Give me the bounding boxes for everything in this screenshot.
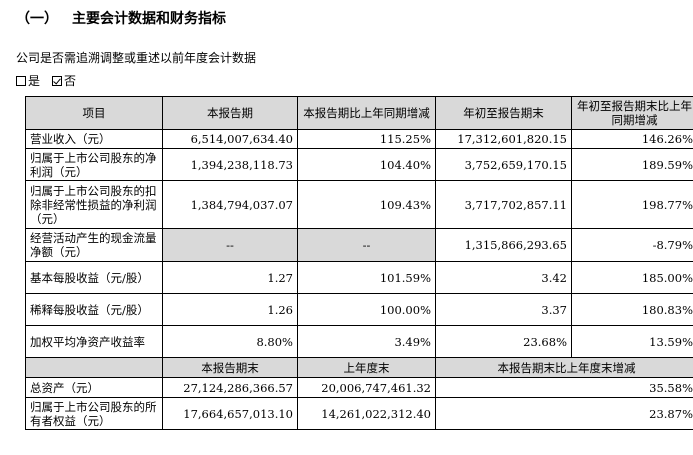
row-ytd-change: 146.26% [571,129,693,149]
row-ytd: 17,312,601,820.15 [435,129,572,149]
table-row: 总资产（元） 27,124,286,366.57 20,006,747,461.… [25,377,693,398]
row-current: 1.27 [162,261,298,294]
section-number: （一） [16,11,58,27]
row-current-change: -- [297,228,436,262]
unchecked-box-icon[interactable] [16,75,26,86]
row-item: 营业收入（元） [25,129,163,149]
header-ytd: 年初至报告期末 [435,96,572,130]
table-row: 基本每股收益（元/股） 1.27 101.59% 3.42 185.00% [25,261,693,294]
row-item: 归属于上市公司股东的所有者权益（元） [25,397,163,430]
financial-data-table: 项目 本报告期 本报告期比上年同期增减 年初至报告期末 年初至报告期末比上年同期… [25,96,693,430]
row-ytd: 3.37 [435,293,572,326]
header2-prior-end: 上年度末 [297,357,436,378]
table-row: 归属于上市公司股东的所有者权益（元） 17,664,657,013.10 14,… [25,397,693,430]
row-current-change: 109.43% [297,180,436,229]
row-current-change: 3.49% [297,325,436,358]
header-current-change: 本报告期比上年同期增减 [297,96,436,130]
table-row: 经营活动产生的现金流量净额（元） -- -- 1,315,866,293.65 … [25,228,693,262]
row-ytd-change: 185.00% [571,261,693,294]
row-current: 1,384,794,037.07 [162,180,298,229]
row-current: 6,514,007,634.40 [162,129,298,149]
row-current-end: 27,124,286,366.57 [162,377,298,398]
row-ytd-change: 189.59% [571,148,693,181]
header2-change: 本报告期末比上年度末增减 [435,357,693,378]
option-no[interactable]: 否 [52,72,76,89]
checked-box-icon[interactable] [52,75,63,86]
row-prior-end: 20,006,747,461.32 [297,377,436,398]
row-ytd-change: 13.59% [571,325,693,358]
restatement-options: 是 否 [16,72,82,89]
table-row: 营业收入（元） 6,514,007,634.40 115.25% 17,312,… [25,129,693,149]
row-current-change: 115.25% [297,129,436,149]
row-change: 35.58% [435,377,693,398]
header2-blank [25,357,163,378]
row-ytd: 1,315,866,293.65 [435,228,572,262]
row-current: -- [162,228,298,262]
row-item: 归属于上市公司股东的扣除非经常性损益的净利润（元） [25,180,163,229]
row-prior-end: 14,261,022,312.40 [297,397,436,430]
row-current-change: 101.59% [297,261,436,294]
row-ytd-change: 180.83% [571,293,693,326]
option-yes-label: 是 [28,74,41,88]
row-current-change: 104.40% [297,148,436,181]
table-row: 稀释每股收益（元/股） 1.26 100.00% 3.37 180.83% [25,293,693,326]
header-current: 本报告期 [162,96,298,130]
row-ytd-change: 198.77% [571,180,693,229]
row-current: 1,394,238,118.73 [162,148,298,181]
table-header-row-2: 本报告期末 上年度末 本报告期末比上年度末增减 [25,357,693,378]
row-change: 23.87% [435,397,693,430]
row-current: 8.80% [162,325,298,358]
row-item: 经营活动产生的现金流量净额（元） [25,228,163,262]
option-no-label: 否 [64,74,77,88]
row-item: 稀释每股收益（元/股） [25,293,163,326]
row-ytd: 3,752,659,170.15 [435,148,572,181]
row-ytd: 3,717,702,857.11 [435,180,572,229]
table-row: 加权平均净资产收益率 8.80% 3.49% 23.68% 13.59% [25,325,693,358]
table-row: 归属于上市公司股东的扣除非经常性损益的净利润（元） 1,384,794,037.… [25,180,693,229]
option-yes[interactable]: 是 [16,72,40,89]
row-current-change: 100.00% [297,293,436,326]
section-title: （一） 主要会计数据和财务指标 [16,8,226,28]
header-ytd-change: 年初至报告期末比上年同期增减 [571,96,693,130]
row-ytd: 3.42 [435,261,572,294]
row-current-end: 17,664,657,013.10 [162,397,298,430]
header-item: 项目 [25,96,163,130]
row-item: 加权平均净资产收益率 [25,325,163,358]
row-item: 归属于上市公司股东的净利润（元） [25,148,163,181]
row-ytd: 23.68% [435,325,572,358]
restatement-question: 公司是否需追溯调整或重述以前年度会计数据 [16,51,257,65]
header2-current-end: 本报告期末 [162,357,298,378]
table-row: 归属于上市公司股东的净利润（元） 1,394,238,118.73 104.40… [25,148,693,181]
row-ytd-change: -8.79% [571,228,693,262]
row-item: 基本每股收益（元/股） [25,261,163,294]
table-header-row: 项目 本报告期 本报告期比上年同期增减 年初至报告期末 年初至报告期末比上年同期… [25,96,693,130]
row-item: 总资产（元） [25,377,163,398]
section-heading: 主要会计数据和财务指标 [72,11,226,27]
row-current: 1.26 [162,293,298,326]
